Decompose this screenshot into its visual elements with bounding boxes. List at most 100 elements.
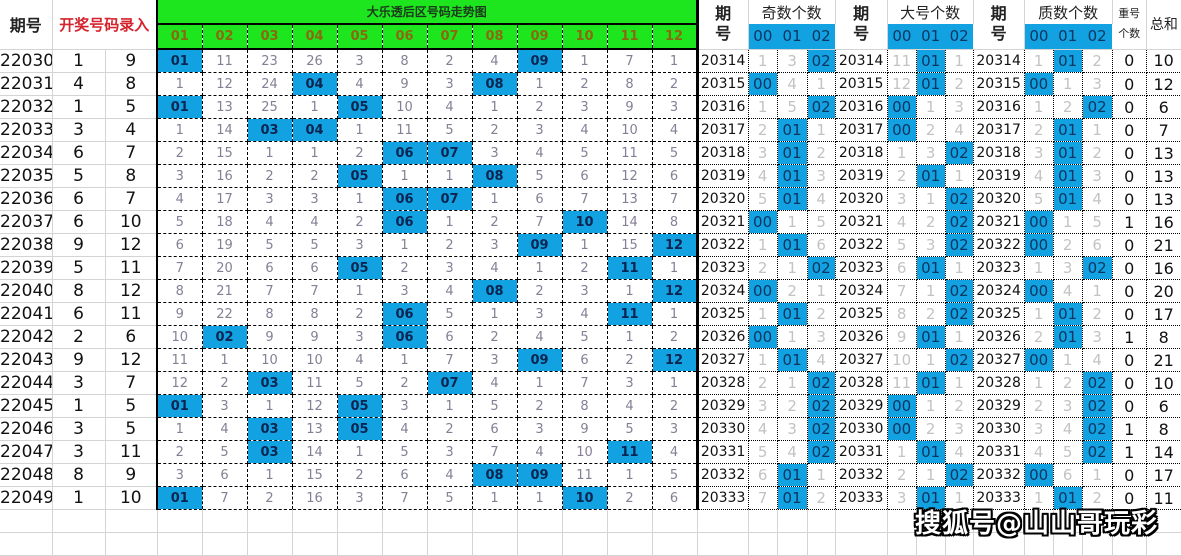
empty-cell[interactable] <box>973 509 1025 533</box>
odd-omission-cell: 1 <box>777 325 808 349</box>
prime-omission-cell: 1 <box>1082 279 1113 303</box>
empty-cell[interactable] <box>517 509 563 533</box>
draw-number-1: 6 <box>52 187 106 211</box>
big-hit-cell: 01 <box>916 440 946 464</box>
big-period-header: 期号 <box>835 0 888 50</box>
trend-hit-cell: 11 <box>607 440 653 464</box>
empty-cell[interactable] <box>748 532 778 556</box>
trend-omission-cell: 3 <box>427 256 473 280</box>
trend-omission-cell: 2 <box>157 440 203 464</box>
sum-cell: 14 <box>1146 440 1181 464</box>
trend-hit-cell: 06 <box>382 325 428 349</box>
trend-omission-cell: 6 <box>157 233 203 257</box>
empty-cell[interactable] <box>52 532 106 556</box>
empty-cell[interactable] <box>697 509 749 533</box>
big-period-cell: 20328 <box>835 371 888 395</box>
empty-cell[interactable] <box>337 532 383 556</box>
empty-cell[interactable] <box>748 509 778 533</box>
empty-cell[interactable] <box>652 532 698 556</box>
odd-omission-cell: 1 <box>748 49 778 73</box>
empty-cell[interactable] <box>562 509 608 533</box>
empty-cell[interactable] <box>1053 509 1083 533</box>
empty-cell[interactable] <box>427 532 473 556</box>
empty-cell[interactable] <box>945 509 974 533</box>
empty-cell[interactable] <box>382 509 428 533</box>
watermark: 搜狐号@山山哥玩彩 <box>915 509 1159 539</box>
empty-cell[interactable] <box>1112 509 1147 533</box>
empty-cell[interactable] <box>607 532 653 556</box>
empty-cell[interactable] <box>1024 509 1054 533</box>
prime-omission-cell: 1 <box>1024 486 1054 510</box>
empty-cell[interactable] <box>562 532 608 556</box>
big-period-cell: 20316 <box>835 95 888 119</box>
trend-col-header-01: 01 <box>157 24 203 50</box>
empty-cell[interactable] <box>52 509 106 533</box>
empty-cell[interactable] <box>247 509 293 533</box>
empty-cell[interactable] <box>777 532 808 556</box>
empty-cell[interactable] <box>292 509 338 533</box>
empty-cell[interactable] <box>157 532 203 556</box>
empty-cell[interactable] <box>1082 509 1113 533</box>
trend-omission-cell: 13 <box>292 417 338 441</box>
trend-col-header-10: 10 <box>562 24 608 50</box>
odd-period-cell: 20318 <box>695 141 749 165</box>
trend-omission-cell: 7 <box>202 486 248 510</box>
odd-omission-cell: 3 <box>807 164 836 188</box>
empty-cell[interactable] <box>517 532 563 556</box>
empty-cell[interactable] <box>697 532 749 556</box>
empty-cell[interactable] <box>382 532 428 556</box>
empty-cell[interactable] <box>202 532 248 556</box>
empty-cell[interactable] <box>472 509 518 533</box>
odd-hit-cell: 01 <box>777 141 808 165</box>
empty-cell[interactable] <box>157 509 203 533</box>
trend-hit-cell: 09 <box>517 348 563 372</box>
empty-cell[interactable] <box>887 532 917 556</box>
odd-hit-cell: 01 <box>777 486 808 510</box>
empty-cell[interactable] <box>835 532 888 556</box>
empty-cell[interactable] <box>337 509 383 533</box>
sum-cell: 20 <box>1146 279 1181 303</box>
trend-omission-cell: 2 <box>427 233 473 257</box>
trend-hit-cell: 03 <box>247 440 293 464</box>
empty-cell[interactable] <box>0 532 53 556</box>
big-omission-cell: 3 <box>916 233 946 257</box>
prime-hit-cell: 00 <box>1024 233 1054 257</box>
empty-cell[interactable] <box>652 509 698 533</box>
trend-omission-cell: 3 <box>562 279 608 303</box>
empty-cell[interactable] <box>835 509 888 533</box>
big-omission-cell: 1 <box>916 187 946 211</box>
prime-period-cell: 20332 <box>973 463 1025 487</box>
odd-period-cell: 20333 <box>695 486 749 510</box>
empty-cell[interactable] <box>807 509 836 533</box>
trend-omission-cell: 2 <box>337 210 383 234</box>
trend-col-header-02: 02 <box>202 24 248 50</box>
prime-omission-cell: 1 <box>1053 210 1083 234</box>
trend-hit-cell: 07 <box>427 371 473 395</box>
big-omission-cell: 1 <box>945 325 974 349</box>
table-row: 22036 6 7 4 17 3 3 1 06 07 1 6 7 13 7 20320 5 01 4 20320 3 1 0… <box>0 187 1181 211</box>
empty-cell[interactable] <box>105 532 158 556</box>
empty-cell[interactable] <box>777 509 808 533</box>
empty-cell[interactable] <box>607 509 653 533</box>
empty-cell[interactable] <box>916 509 946 533</box>
empty-cell[interactable] <box>247 532 293 556</box>
empty-cell[interactable] <box>202 509 248 533</box>
empty-cell[interactable] <box>427 509 473 533</box>
empty-cell[interactable] <box>807 532 836 556</box>
empty-cell[interactable] <box>0 509 53 533</box>
trend-hit-cell: 08 <box>472 279 518 303</box>
empty-cell[interactable] <box>292 532 338 556</box>
trend-omission-cell: 12 <box>157 371 203 395</box>
big-omission-cell: 11 <box>887 371 917 395</box>
prime-omission-cell: 1 <box>1082 463 1113 487</box>
empty-cell[interactable] <box>887 509 917 533</box>
trend-omission-cell: 5 <box>427 486 473 510</box>
empty-cell[interactable] <box>105 509 158 533</box>
big-period-cell: 20331 <box>835 440 888 464</box>
empty-cell[interactable] <box>472 532 518 556</box>
trend-hit-cell: 03 <box>247 417 293 441</box>
trend-omission-cell: 2 <box>247 164 293 188</box>
big-omission-cell: 3 <box>945 95 974 119</box>
big-hit-cell: 01 <box>916 164 946 188</box>
sum-header: 总和 <box>1146 0 1181 50</box>
